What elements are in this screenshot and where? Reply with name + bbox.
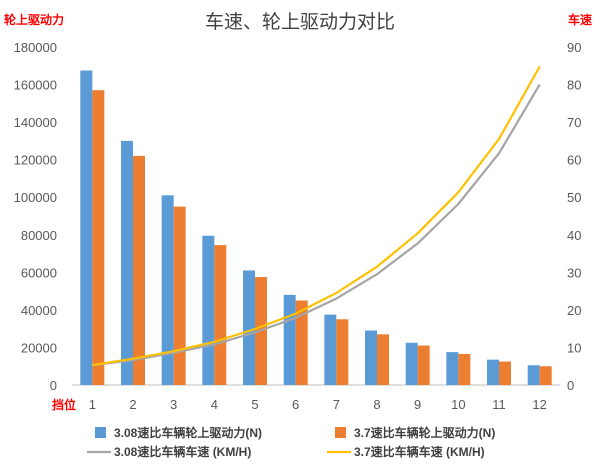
- y-axis-right-label: 车速: [568, 12, 592, 27]
- y-right-tick-label: 60: [567, 153, 581, 168]
- bar-2: [539, 366, 552, 385]
- bar-1: [365, 330, 377, 385]
- x-tick-label: 1: [89, 397, 96, 412]
- bar-1: [446, 352, 459, 385]
- y-right-tick-label: 70: [567, 115, 581, 130]
- legend-swatch: [335, 427, 346, 438]
- x-tick-label: 3: [170, 397, 177, 412]
- legend-swatch: [95, 427, 106, 438]
- y-axis-left-label: 轮上驱动力: [4, 12, 64, 27]
- y-axis-right-ticks: 0 10 20 30 40 50 60 70 80 90: [567, 40, 581, 393]
- legend-label: 3.7速比车辆车速 (KM/H): [354, 444, 485, 459]
- bar-2: [417, 345, 430, 385]
- speed-line-2: [92, 65, 541, 367]
- bar-2: [336, 319, 349, 385]
- y-right-tick-label: 90: [567, 40, 581, 55]
- bar-2: [499, 361, 511, 385]
- y-left-tick-label: 160000: [14, 78, 57, 93]
- y-right-tick-label: 20: [567, 303, 581, 318]
- bar-1: [324, 314, 337, 385]
- chart-title: 车速、轮上驱动力对比: [205, 11, 395, 33]
- x-tick-label: 9: [414, 397, 421, 412]
- bar-2: [458, 354, 471, 385]
- y-left-tick-label: 100000: [14, 190, 57, 205]
- bar-1: [243, 270, 255, 385]
- bar-1: [527, 365, 540, 385]
- x-tick-label: 10: [451, 397, 465, 412]
- y-left-tick-label: 180000: [14, 40, 57, 55]
- x-tick-label: 2: [129, 397, 136, 412]
- x-tick-label: 5: [251, 397, 258, 412]
- bar-1: [161, 195, 174, 385]
- x-tick-label: 8: [373, 397, 380, 412]
- legend: 3.08速比车辆轮上驱动力(N) 3.7速比车辆轮上驱动力(N) 3.08速比车辆车…: [87, 425, 495, 459]
- bar-2: [133, 155, 145, 385]
- legend-label: 3.08速比车辆轮上驱动力(N): [114, 425, 262, 440]
- bar-1: [405, 342, 418, 385]
- y-right-tick-label: 10: [567, 340, 581, 355]
- x-tick-label: 4: [211, 397, 218, 412]
- x-tick-label: 7: [333, 397, 340, 412]
- bar-2: [214, 245, 227, 385]
- x-tick-label: 11: [492, 397, 506, 412]
- bar-1: [283, 294, 296, 385]
- x-tick-label: 6: [292, 397, 299, 412]
- legend-label: 3.08速比车辆车速 (KM/H): [114, 444, 251, 459]
- bar-1: [202, 235, 215, 385]
- lines-group: [92, 65, 541, 367]
- y-left-tick-label: 0: [50, 378, 57, 393]
- y-left-tick-label: 120000: [14, 153, 57, 168]
- y-left-tick-label: 80000: [21, 228, 57, 243]
- bar-2: [92, 90, 105, 385]
- y-right-tick-label: 30: [567, 265, 581, 280]
- y-left-tick-label: 140000: [14, 115, 57, 130]
- x-axis-label: 挡位: [52, 397, 76, 412]
- bar-2: [295, 300, 308, 385]
- y-axis-left-ticks: 0 20000 40000 60000 80000 100000 120000 140000 1…: [14, 40, 57, 393]
- y-right-tick-label: 50: [567, 190, 581, 205]
- y-right-tick-label: 0: [567, 378, 574, 393]
- speed-line-1: [92, 84, 541, 367]
- y-right-tick-label: 80: [567, 78, 581, 93]
- y-left-tick-label: 40000: [21, 303, 57, 318]
- bar-2: [377, 334, 389, 385]
- y-left-tick-label: 20000: [21, 340, 57, 355]
- x-tick-label: 12: [532, 397, 546, 412]
- y-right-tick-label: 40: [567, 228, 581, 243]
- bar-1: [121, 140, 133, 385]
- x-axis-ticks: 1 2 3 4 5 6 7 8 9 10 11 12: [89, 397, 547, 412]
- y-left-tick-label: 60000: [21, 265, 57, 280]
- bar-1: [487, 359, 499, 385]
- legend-label: 3.7速比车辆轮上驱动力(N): [354, 425, 495, 440]
- bars-group: [80, 70, 552, 385]
- bar-1: [80, 70, 93, 385]
- bar-2: [173, 206, 186, 385]
